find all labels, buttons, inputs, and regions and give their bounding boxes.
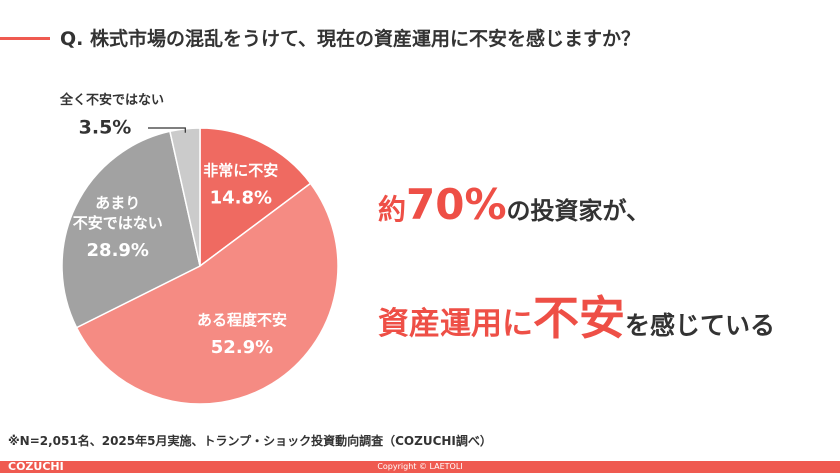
label-line: あまり <box>95 193 140 211</box>
footnote: ※N=2,051名、2025年5月実施、トランプ・ショック投資動向調査（COZU… <box>8 434 492 448</box>
pie-slice <box>61 130 201 329</box>
pie-slice <box>199 127 312 268</box>
value-label: 52.9% <box>211 337 273 358</box>
value-label: 14.8% <box>210 188 272 209</box>
headline-text: 資産運用に <box>378 306 533 342</box>
pie-slice <box>75 182 339 405</box>
accent-bar <box>0 37 50 40</box>
headline-text: を感じている <box>625 311 776 340</box>
brand: COZUCHI <box>8 460 64 473</box>
value-label: 28.9% <box>87 240 149 261</box>
label-line: 非常に不安 <box>203 161 278 179</box>
headline-2: 資産運用に不安を感じている <box>378 282 775 348</box>
headline-emphasis: 不安 <box>533 291 625 345</box>
headline-text: の投資家が、 <box>506 197 651 225</box>
slice-label: 非常に不安 <box>203 161 278 179</box>
headline-number: 70% <box>406 180 507 229</box>
headline-text: 約 <box>378 193 407 226</box>
slice-label: ある程度不安 <box>197 311 287 329</box>
label-line: 全く不安ではない <box>59 92 164 108</box>
headline-1: 約70%の投資家が、 <box>378 180 650 229</box>
footer-bar: COZUCHI Copyright © LAETOLI <box>0 460 840 473</box>
copyright: Copyright © LAETOLI <box>377 462 463 471</box>
question-title: Q. 株式市場の混乱をうけて、現在の資産運用に不安を感じますか？ <box>60 28 641 50</box>
slice-label: 全く不安ではない <box>59 92 164 108</box>
value-label: 3.5% <box>79 117 132 139</box>
label-line: 不安ではない <box>73 213 163 231</box>
leader-line <box>148 127 186 133</box>
slice-label: あまり不安ではない <box>73 193 163 231</box>
label-line: ある程度不安 <box>197 311 287 329</box>
